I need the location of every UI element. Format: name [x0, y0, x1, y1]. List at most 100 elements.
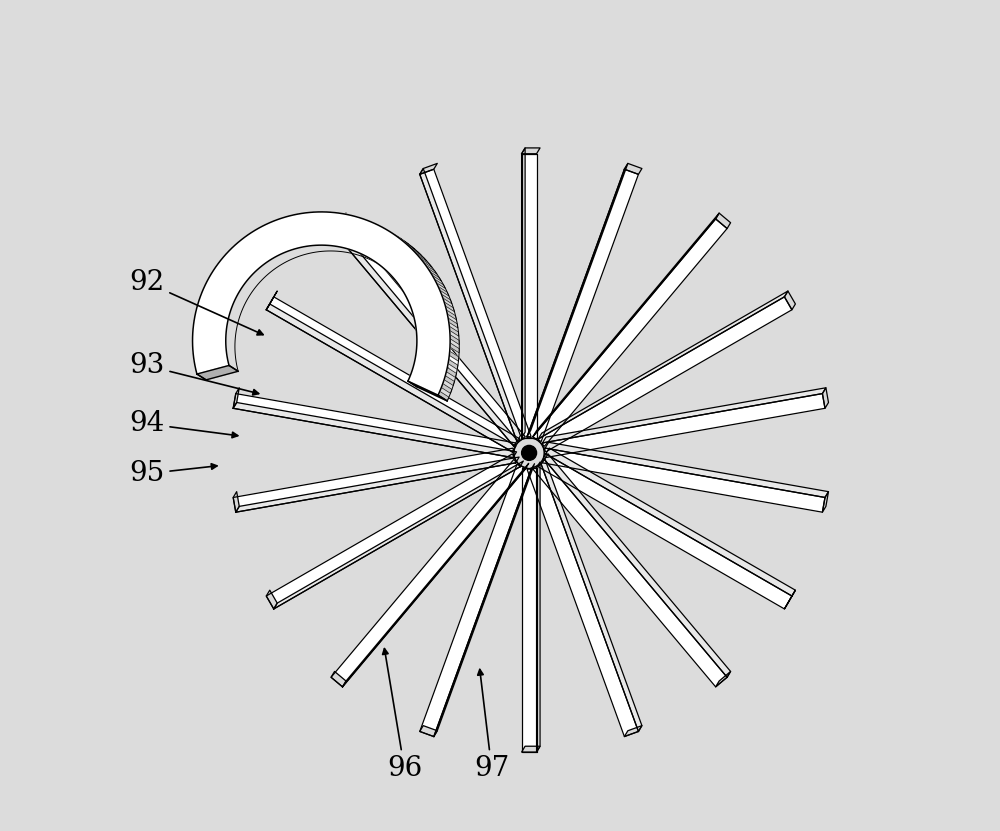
Circle shape [522, 445, 537, 460]
Polygon shape [822, 492, 828, 512]
Polygon shape [409, 246, 421, 255]
Polygon shape [331, 223, 517, 446]
Polygon shape [266, 454, 520, 609]
Polygon shape [193, 346, 202, 356]
Polygon shape [326, 212, 340, 218]
Polygon shape [533, 460, 727, 687]
Polygon shape [545, 442, 828, 498]
Polygon shape [522, 746, 540, 752]
Polygon shape [446, 367, 456, 377]
Polygon shape [233, 448, 516, 512]
Polygon shape [448, 318, 458, 328]
Polygon shape [229, 248, 241, 257]
Polygon shape [420, 725, 437, 736]
Polygon shape [266, 291, 277, 310]
Polygon shape [426, 265, 437, 274]
Polygon shape [396, 236, 409, 244]
Polygon shape [277, 219, 290, 225]
Polygon shape [403, 241, 415, 249]
Polygon shape [255, 229, 268, 236]
Polygon shape [193, 337, 202, 347]
Polygon shape [449, 327, 459, 337]
Polygon shape [382, 227, 395, 235]
Polygon shape [434, 464, 534, 736]
Polygon shape [430, 272, 442, 281]
Polygon shape [522, 154, 537, 438]
Polygon shape [343, 464, 529, 687]
Polygon shape [197, 304, 207, 314]
Polygon shape [335, 213, 348, 219]
Polygon shape [438, 391, 449, 401]
Polygon shape [331, 460, 525, 687]
Text: 94: 94 [129, 411, 238, 438]
Polygon shape [266, 304, 516, 452]
Polygon shape [716, 213, 731, 229]
Polygon shape [293, 214, 307, 221]
Polygon shape [233, 394, 516, 458]
Polygon shape [233, 402, 517, 458]
Polygon shape [194, 321, 203, 331]
Polygon shape [522, 468, 537, 752]
Polygon shape [196, 370, 206, 380]
Polygon shape [236, 457, 519, 512]
Polygon shape [420, 164, 437, 175]
Polygon shape [444, 302, 454, 312]
Polygon shape [420, 465, 531, 736]
Polygon shape [522, 148, 540, 154]
Polygon shape [438, 287, 449, 296]
Polygon shape [209, 274, 220, 283]
Polygon shape [367, 220, 380, 228]
Polygon shape [441, 384, 452, 393]
Polygon shape [202, 288, 213, 298]
Polygon shape [527, 164, 628, 436]
Text: 96: 96 [383, 649, 422, 782]
Polygon shape [420, 170, 531, 441]
Polygon shape [538, 291, 788, 439]
Polygon shape [543, 394, 825, 458]
Polygon shape [541, 459, 642, 731]
Polygon shape [543, 448, 825, 512]
Polygon shape [450, 335, 459, 345]
Polygon shape [233, 492, 239, 512]
Polygon shape [213, 267, 225, 276]
Polygon shape [205, 281, 216, 291]
Polygon shape [266, 590, 277, 609]
Polygon shape [784, 291, 795, 310]
Polygon shape [195, 312, 205, 322]
Polygon shape [420, 169, 520, 441]
Polygon shape [420, 258, 432, 268]
Polygon shape [538, 454, 792, 609]
Polygon shape [270, 221, 283, 229]
Polygon shape [441, 294, 452, 304]
Polygon shape [359, 218, 372, 224]
Polygon shape [266, 297, 520, 452]
Polygon shape [193, 212, 450, 396]
Polygon shape [301, 213, 315, 219]
Text: 93: 93 [129, 352, 259, 395]
Polygon shape [241, 238, 254, 246]
Polygon shape [716, 671, 731, 687]
Polygon shape [262, 224, 275, 232]
Polygon shape [415, 252, 427, 261]
Polygon shape [343, 214, 356, 220]
Polygon shape [408, 381, 447, 401]
Polygon shape [522, 148, 525, 438]
Polygon shape [784, 590, 795, 609]
Polygon shape [624, 725, 642, 736]
Polygon shape [218, 260, 230, 269]
Polygon shape [318, 212, 331, 218]
Polygon shape [331, 213, 346, 229]
Polygon shape [375, 224, 387, 231]
Polygon shape [450, 343, 459, 353]
Polygon shape [331, 219, 525, 446]
Polygon shape [193, 354, 203, 364]
Polygon shape [194, 361, 204, 371]
Polygon shape [223, 254, 235, 263]
Polygon shape [448, 360, 458, 369]
Polygon shape [546, 448, 795, 596]
Polygon shape [822, 388, 828, 408]
Text: 95: 95 [129, 460, 217, 487]
Polygon shape [331, 671, 346, 687]
Polygon shape [197, 366, 238, 380]
Polygon shape [544, 454, 731, 677]
